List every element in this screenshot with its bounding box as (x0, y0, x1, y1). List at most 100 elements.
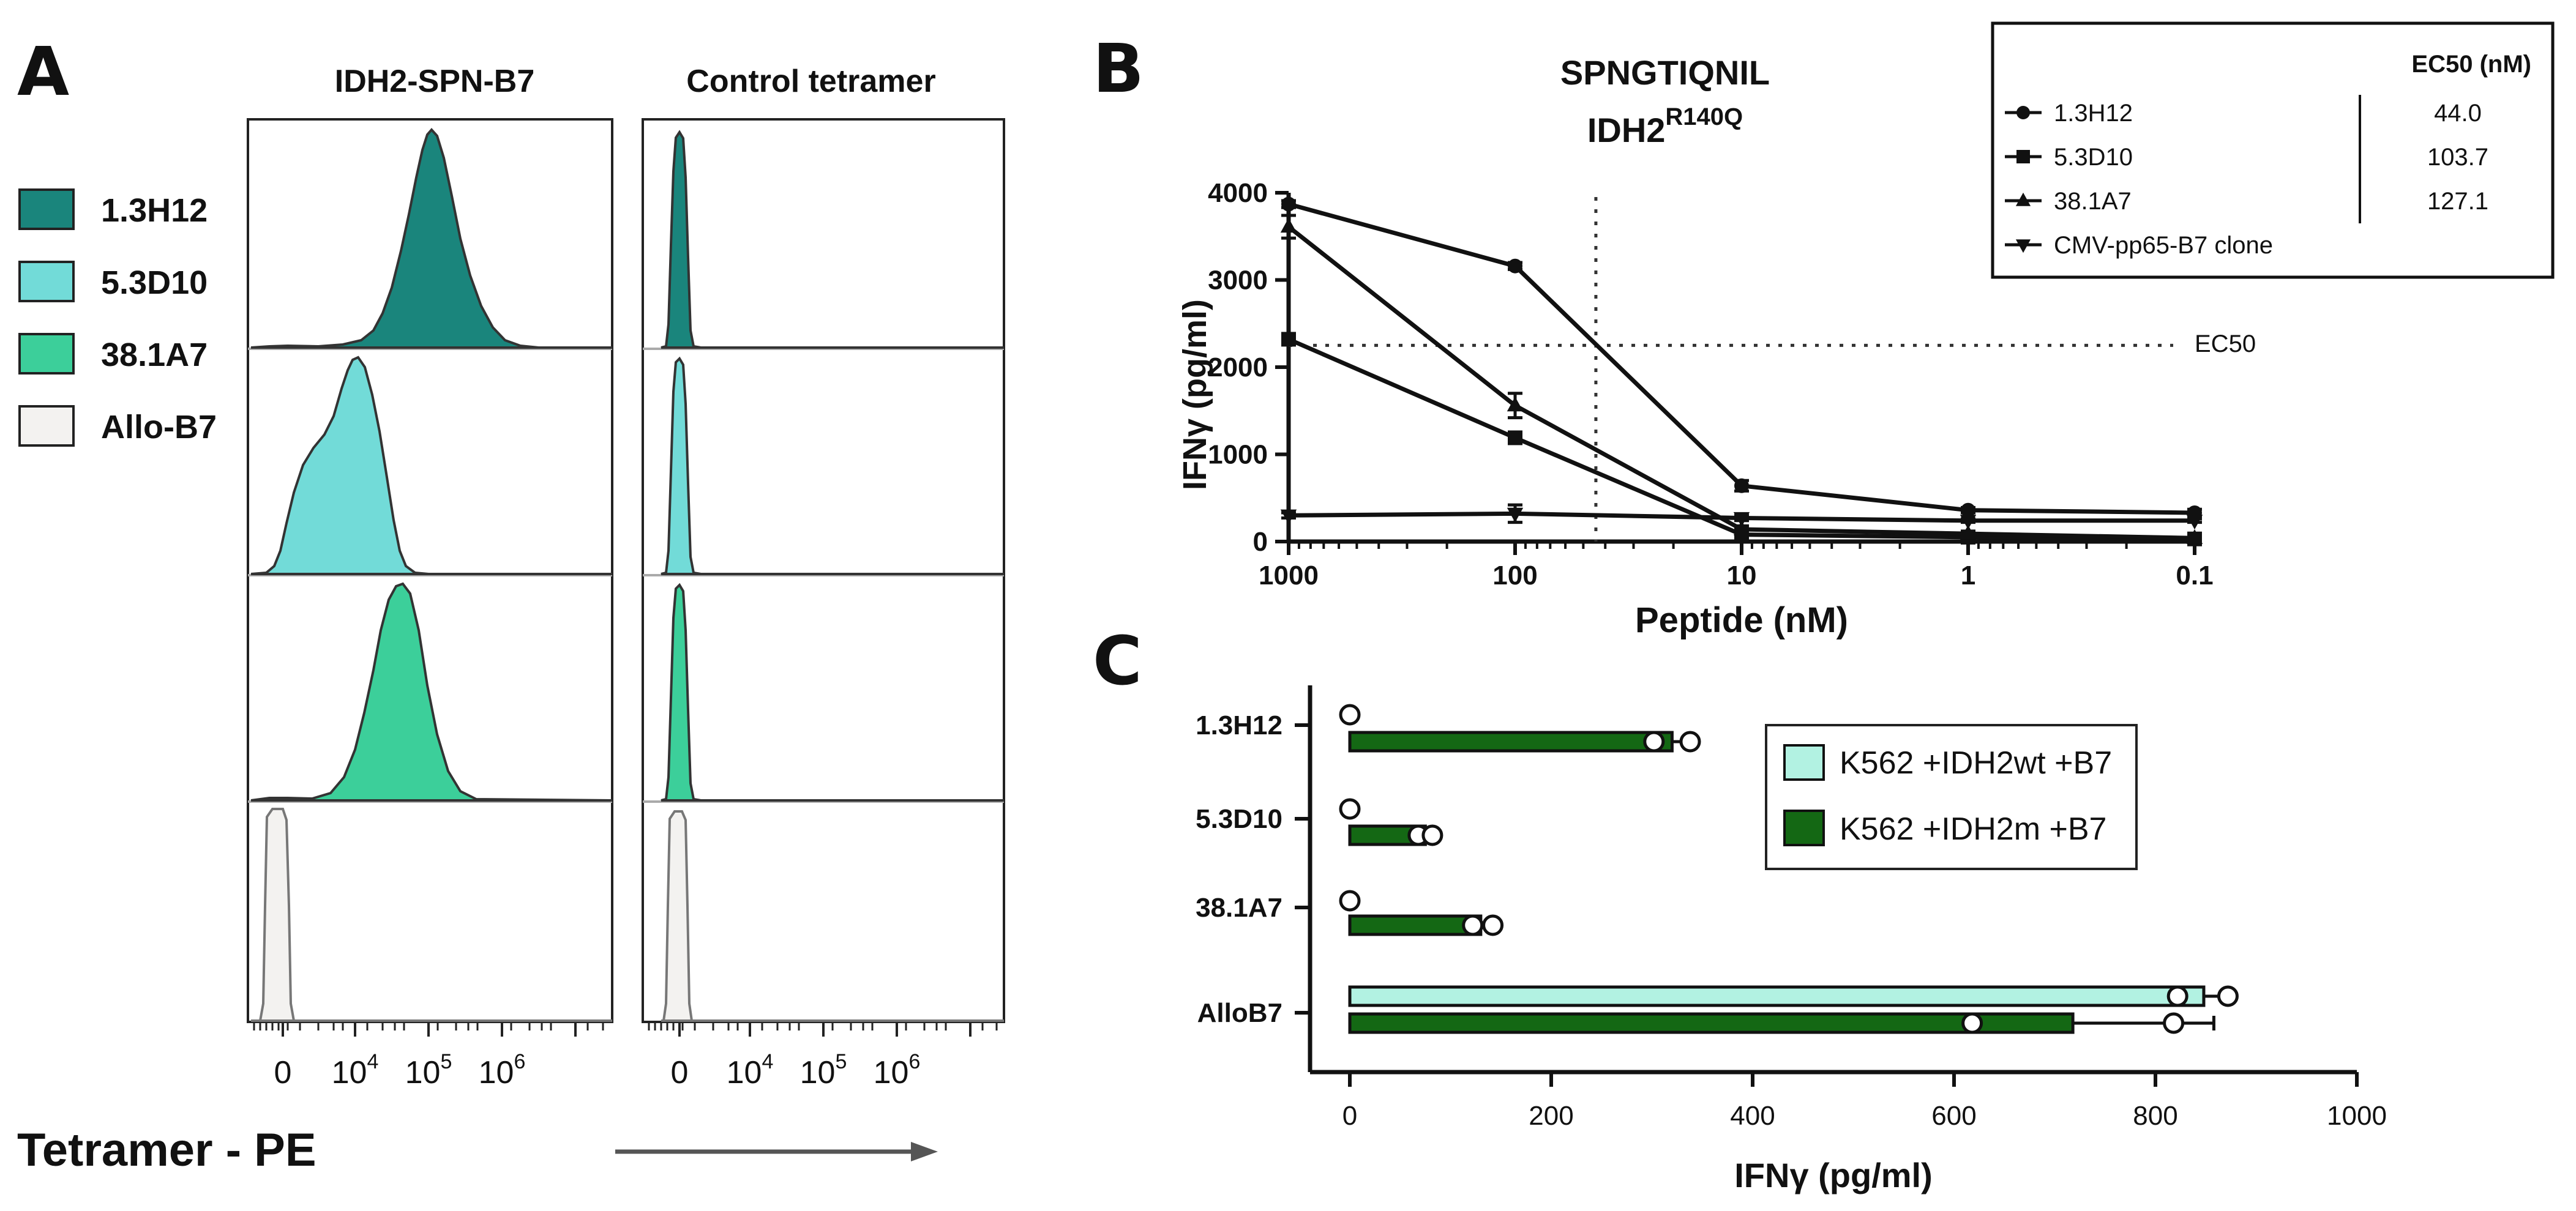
replicate-point (1421, 824, 1443, 846)
replicate-point (2163, 1012, 2185, 1034)
category-label: 38.1A7 (1196, 893, 1282, 923)
x-tick-label: 100 (1492, 561, 1537, 591)
histogram-1.3H12-control (661, 130, 1004, 349)
panel-b-series (1280, 196, 2203, 546)
panel-c-xlabel: IFNγ (pg/ml) (1734, 1156, 1933, 1194)
panel-c-x-ticks: 0 200 400 600 800 1000 (1342, 1072, 2387, 1131)
data-point (1960, 524, 1977, 540)
x-tick-label: 10 (1727, 561, 1757, 591)
data-point (2186, 515, 2203, 530)
legend-marker (2015, 239, 2031, 253)
legend-series-5.3D10: 5.3D10 (2054, 144, 2133, 171)
panel-a: A 1.3H12 5.3D10 38.1A7 Allo-B7 IDH2-SPN-… (17, 32, 1005, 1176)
replicate-point (2166, 985, 2188, 1007)
replicate-point (1339, 704, 1361, 726)
legend-label-38.1A7: 38.1A7 (101, 337, 208, 373)
series-line (1287, 337, 2195, 542)
x-tick-label: 800 (2133, 1101, 2177, 1131)
tick-label-0: 0 (274, 1055, 292, 1090)
replicate-point (2217, 985, 2239, 1007)
data-point (1507, 507, 1524, 523)
panel-b-letter: B (1093, 29, 1144, 108)
legend-label-idh2wt: K562 +IDH2wt +B7 (1840, 745, 2112, 781)
legend-marker (2016, 150, 2030, 163)
panel-b-subtitle: IDH2R140Q (1587, 103, 1743, 149)
panel-c-categories: 1.3H12 5.3D10 38.1A7 AlloB7 (1196, 710, 1310, 1028)
panel-b-y-ticks: 0 1000 2000 3000 4000 (1208, 178, 1289, 557)
legend-series-1.3H12: 1.3H12 (2054, 100, 2133, 127)
legend-series-38.1A7: 38.1A7 (2054, 188, 2132, 215)
bar (1348, 985, 2206, 1007)
histogram-1.3H12-tetramer (250, 127, 612, 349)
category-label: AlloB7 (1197, 998, 1282, 1028)
legend-swatch-allo-b7 (18, 405, 75, 447)
panel-c-bars (1339, 704, 2239, 1034)
histogram-control (642, 118, 1005, 1023)
data-point (1508, 430, 1522, 445)
panel-c-legend-frame (1765, 724, 2138, 870)
panel-b-legend: EC50 (nM) 1.3H12 5.3D10 38.1A7 CMV-pp65-… (1991, 21, 2555, 279)
panel-c-legend: K562 +IDH2wt +B7 K562 +IDH2m +B7 (1765, 724, 2138, 870)
y-tick-label: 1000 (1208, 440, 1268, 470)
panel-a-legend: 1.3H12 5.3D10 38.1A7 Allo-B7 (18, 188, 217, 447)
bar (1348, 914, 1483, 936)
legend-label-1.3H12: 1.3H12 (101, 192, 208, 229)
replicate-point (1643, 731, 1665, 753)
legend-label-5.3D10: 5.3D10 (101, 264, 208, 301)
x-tick-label: 1000 (2327, 1101, 2387, 1131)
data-point (1960, 515, 1977, 530)
panel-b-x-ticks: 1000 100 10 1 0.1 (1259, 542, 2214, 591)
panel-b-ylabel: IFNγ (pg/ml) (1177, 299, 1213, 490)
replicate-point (1339, 798, 1361, 820)
replicate-point (1339, 890, 1361, 912)
x-tick-label: 0 (1342, 1101, 1357, 1131)
panel-c: C 1.3H12 5.3D10 38.1A7 AlloB7 0 200 400 600 800… (1093, 622, 2387, 1194)
legend-swatch-idh2m (1783, 810, 1825, 846)
y-tick-label: 4000 (1208, 178, 1268, 208)
x-tick-label: 1000 (1259, 561, 1319, 591)
data-point (1733, 512, 1750, 527)
data-point (1281, 332, 1296, 347)
legend-ec50-5.3D10: 103.7 (2427, 144, 2488, 171)
legend-swatch-38.1A7 (18, 333, 75, 374)
category-label: 5.3D10 (1196, 804, 1282, 834)
histogram-38.1A7-tetramer (250, 582, 613, 802)
y-tick-label: 3000 (1208, 266, 1268, 296)
ec50-line-label: EC50 (2195, 330, 2256, 357)
panel-a-xlabel: Tetramer - PE (17, 1124, 316, 1176)
bar (1348, 1012, 2075, 1034)
legend-swatch-5.3D10 (18, 261, 75, 302)
legend-label-idh2m: K562 +IDH2m +B7 (1840, 811, 2106, 847)
x-tick-label: 0.1 (2176, 561, 2213, 591)
panel-b-title: SPNGTIQNIL (1560, 53, 1770, 92)
legend-markers (2005, 106, 2042, 253)
data-point (1961, 502, 1975, 518)
x-tick-label: 200 (1529, 1101, 1573, 1131)
tick-label-10-5: 105 (800, 1050, 847, 1090)
tick-label-10-4: 104 (332, 1050, 379, 1090)
histogram-control-frame (642, 118, 1005, 1023)
tick-label-10-6: 106 (479, 1050, 526, 1090)
panel-b: B SPNGTIQNIL IDH2R140Q IFNγ (pg/ml) 0100… (1093, 21, 2555, 640)
histogram-tick-labels: 0 104 105 106 0 104 105 106 (274, 1050, 921, 1090)
replicate-point (1482, 914, 1504, 936)
data-point (2186, 529, 2203, 544)
tick-label-10-4: 104 (727, 1050, 774, 1090)
category-label: 1.3H12 (1196, 710, 1282, 740)
y-tick-label: 0 (1253, 527, 1268, 557)
data-point (1734, 478, 1749, 493)
data-point (1507, 397, 1524, 412)
panel-b-xlabel: Peptide (nM) (1635, 600, 1848, 640)
x-tick-label: 400 (1730, 1101, 1775, 1131)
panel-c-letter: C (1093, 622, 1142, 700)
tick-label-0: 0 (671, 1055, 689, 1090)
replicate-point (1462, 914, 1484, 936)
histogram-5.3D10-tetramer (250, 356, 612, 575)
histogram-tetramer (247, 118, 613, 1023)
legend-ec50-38.1A7: 127.1 (2427, 188, 2488, 215)
data-point (1733, 520, 1750, 535)
histogram-38.1A7-control (661, 583, 1004, 802)
data-point (1281, 196, 1296, 212)
legend-marker (2015, 192, 2031, 206)
